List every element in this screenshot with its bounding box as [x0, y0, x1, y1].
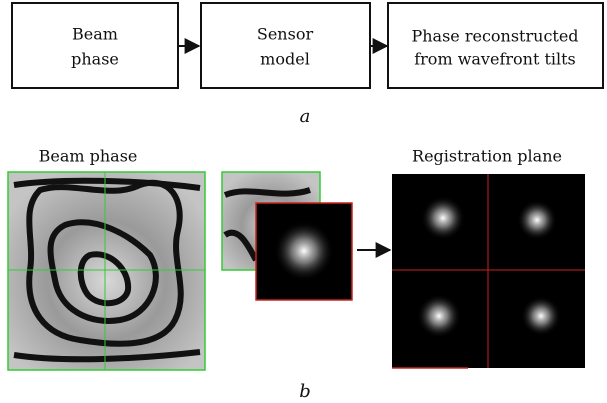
focal-spot [521, 296, 561, 336]
caption: b [299, 381, 311, 402]
block-text: Sensor [257, 25, 314, 44]
focal-spot [417, 294, 461, 338]
block [201, 3, 370, 88]
panel-label: Registration plane [412, 147, 562, 166]
block-text: model [260, 50, 310, 69]
registration-image [392, 174, 585, 368]
focal-spot [421, 196, 465, 240]
panel-label: Beam phase [39, 147, 138, 166]
block-text: from wavefront tilts [414, 50, 576, 69]
phase-image [8, 172, 205, 370]
focal-spot [517, 200, 557, 240]
block-text: phase [71, 50, 119, 69]
caption: a [300, 106, 311, 127]
figure: Beam phase Sensor model Phase reconstruc… [0, 0, 607, 403]
subaperture-stack [222, 172, 352, 300]
block [12, 3, 178, 88]
contour [225, 190, 310, 195]
block [388, 3, 603, 88]
block-diagram: Beam phase Sensor model Phase reconstruc… [12, 3, 603, 88]
block-text: Beam [72, 25, 118, 44]
block-text: Phase reconstructed [411, 27, 578, 46]
focal-spot [274, 221, 334, 281]
